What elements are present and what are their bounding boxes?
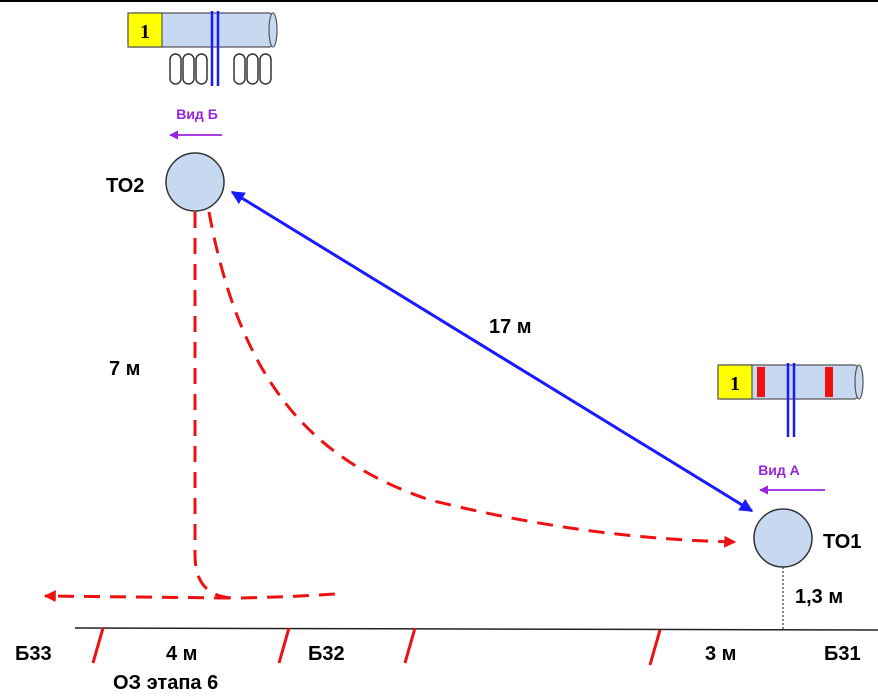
marker-mid-slash	[405, 628, 415, 663]
node-to1-label: ТО1	[823, 531, 861, 553]
tube-top	[128, 11, 277, 86]
marker-b31-slash	[650, 630, 660, 665]
route-to2-to1	[209, 212, 735, 542]
node-to2[interactable]	[166, 153, 224, 211]
marker-b32-slash	[279, 628, 289, 663]
marker-b33-slash	[93, 628, 103, 663]
node-to1[interactable]	[754, 509, 812, 567]
marker-b31-label: Б31	[824, 643, 861, 665]
node-to2-label: ТО2	[106, 175, 144, 197]
tube-right-number: 1	[730, 373, 740, 395]
zone-label: ОЗ этапа 6	[113, 672, 218, 694]
distance-to1-offset: 1,3 м	[795, 586, 843, 608]
route-to-b33-arrow	[45, 596, 230, 598]
distance-to2-vertical: 7 м	[109, 358, 140, 380]
tube-top-number: 1	[140, 21, 150, 43]
distance-bottom-right: 3 м	[705, 643, 736, 665]
link-to1-to2	[232, 192, 752, 511]
ground-line	[75, 628, 878, 630]
view-b-label: Вид Б	[176, 106, 218, 122]
marker-b33-label: Б33	[15, 643, 52, 665]
route-to2-down	[195, 212, 335, 598]
distance-to1-to2: 17 м	[489, 316, 532, 338]
marker-b32-label: Б32	[308, 643, 345, 665]
view-a-label: Вид А	[758, 462, 800, 478]
distance-bottom-left: 4 м	[166, 643, 197, 665]
